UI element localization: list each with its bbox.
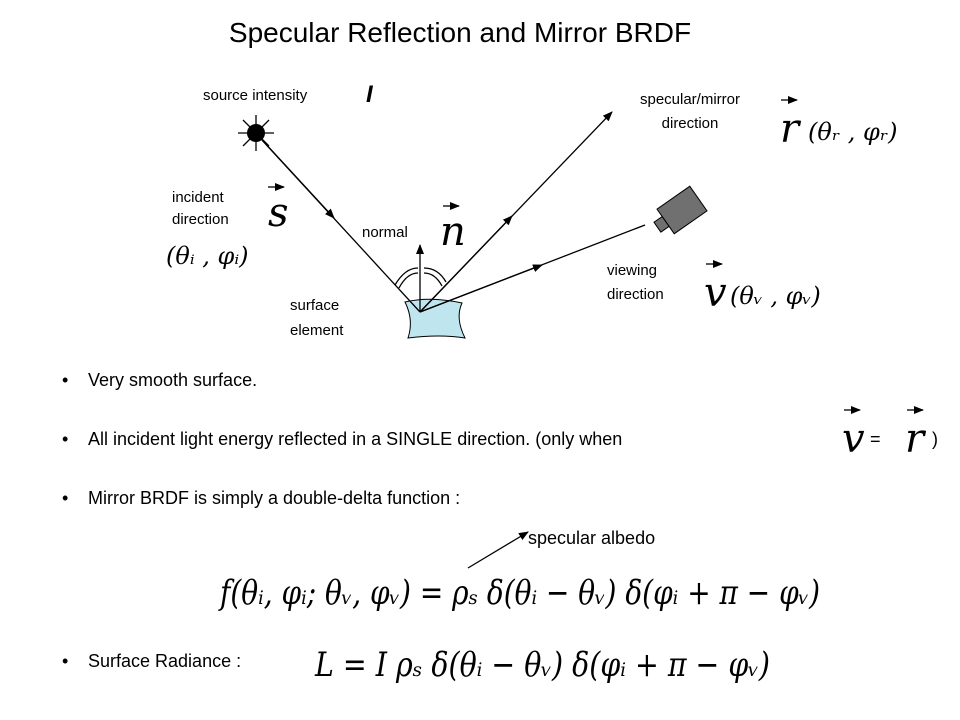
specular-label: specular/mirror — [640, 91, 740, 108]
bullets: • • • • — [62, 370, 68, 671]
viewing-label: direction — [607, 286, 664, 303]
bullet-text: Surface Radiance : — [88, 651, 241, 671]
annotation: specular albedo — [528, 528, 655, 548]
svg-text:•: • — [62, 488, 68, 508]
svg-text:•: • — [62, 429, 68, 449]
title: Specular Reflection and Mirror BRDF — [229, 17, 691, 48]
viewing-label: viewing — [607, 262, 657, 279]
vector-n: n — [440, 209, 466, 255]
paren: ) — [932, 429, 938, 449]
angles-i: (θᵢ , φᵢ) — [166, 242, 249, 270]
incident-label: incident — [172, 189, 225, 206]
vector-v: v — [704, 270, 727, 316]
vector-r: r — [780, 106, 802, 152]
surface-label: surface — [290, 297, 339, 314]
svg-text:•: • — [62, 651, 68, 671]
angles-r: (θᵣ , φᵣ) — [808, 118, 898, 146]
bullet-text: Very smooth surface. — [88, 370, 257, 390]
equals: = — [870, 429, 881, 449]
vector-r: r — [905, 416, 927, 462]
svg-text:•: • — [62, 370, 68, 390]
source-symbol: I — [366, 81, 374, 108]
formula: L = I ρₛ δ(θᵢ − θᵥ) δ(φᵢ + π − φᵥ) — [314, 645, 770, 685]
diagram-shapes — [238, 96, 924, 569]
angles-v: (θᵥ , φᵥ) — [730, 282, 821, 310]
vector-v: v — [842, 416, 865, 462]
vector-s: s — [268, 190, 289, 236]
formula: f(θᵢ, φᵢ; θᵥ, φᵥ) = ρₛ δ(θᵢ − θᵥ) δ(φᵢ +… — [218, 573, 820, 613]
surface-label: element — [290, 322, 344, 339]
normal-label: normal — [362, 224, 408, 241]
bullet-text: Mirror BRDF is simply a double-delta fun… — [88, 488, 460, 508]
incident-label: direction — [172, 211, 229, 228]
specular-label: direction — [662, 115, 719, 132]
bullet-text: All incident light energy reflected in a… — [88, 429, 622, 449]
source-label: source intensity — [203, 87, 308, 104]
